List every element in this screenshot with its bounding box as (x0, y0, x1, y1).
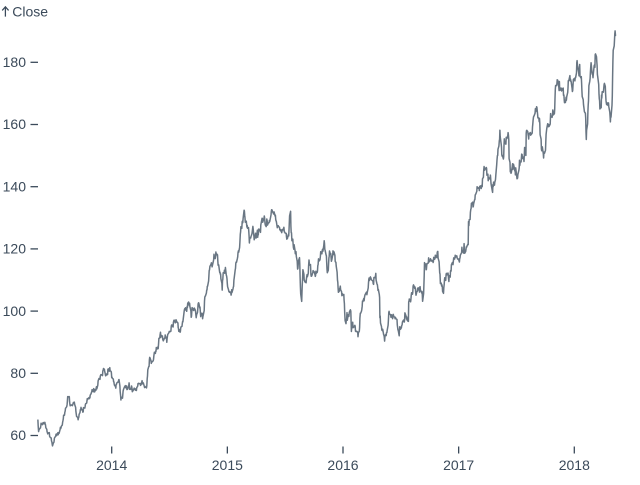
svg-text:80: 80 (10, 365, 26, 381)
svg-text:60: 60 (10, 427, 26, 443)
svg-text:160: 160 (3, 116, 27, 132)
svg-text:2018: 2018 (559, 457, 590, 473)
svg-text:2016: 2016 (327, 457, 358, 473)
svg-text:100: 100 (3, 303, 27, 319)
svg-text:2015: 2015 (212, 457, 243, 473)
svg-text:2017: 2017 (443, 457, 474, 473)
svg-text:Close: Close (12, 4, 48, 20)
svg-text:2014: 2014 (96, 457, 127, 473)
svg-text:140: 140 (3, 178, 27, 194)
svg-text:120: 120 (3, 241, 27, 257)
svg-text:180: 180 (3, 54, 27, 70)
